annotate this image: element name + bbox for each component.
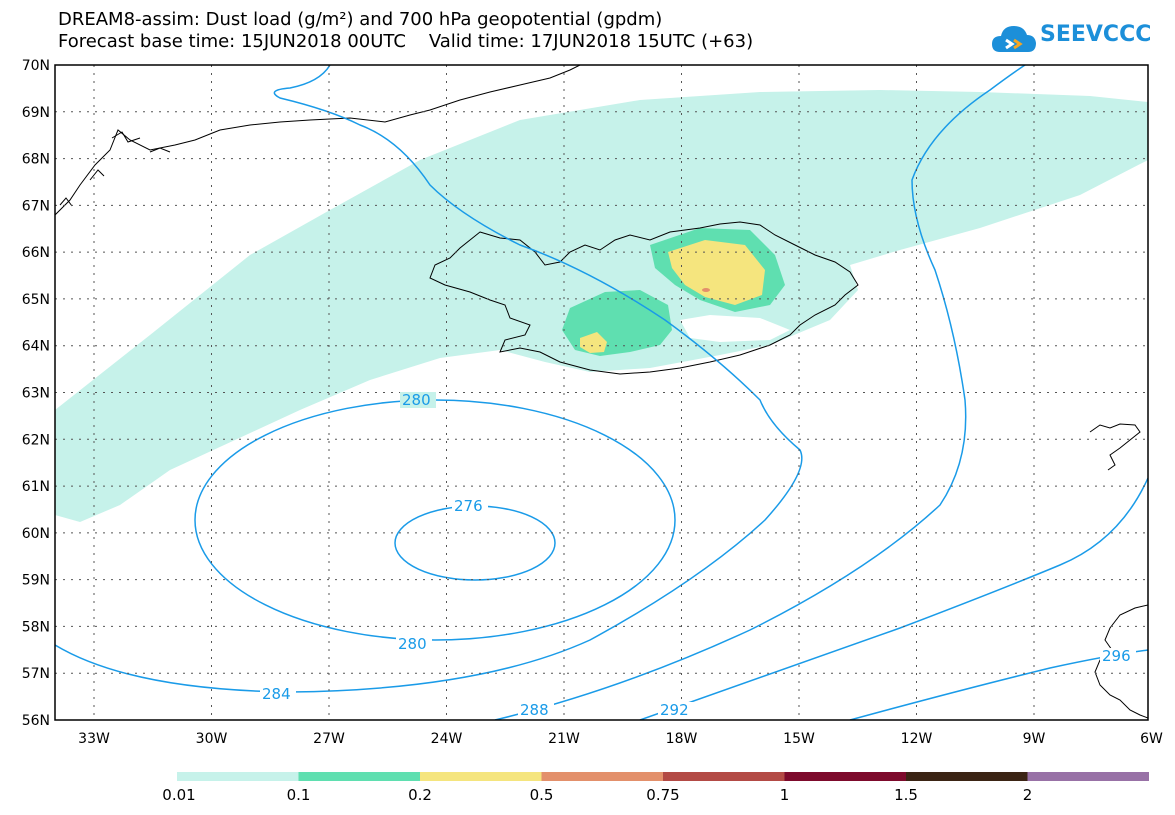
map-grid: [55, 65, 1148, 720]
lon-label: 15W: [783, 731, 815, 747]
contour-288: [494, 65, 1026, 720]
lat-label: 69N: [22, 105, 50, 121]
lon-label: 24W: [431, 731, 463, 747]
colorbar-label: 0.2: [408, 786, 432, 804]
colorbar-label: 0.75: [646, 786, 679, 804]
contour-label-292: 292: [660, 701, 689, 719]
dust-peak: [702, 288, 710, 292]
colorbar-swatch: [298, 772, 420, 781]
longitude-labels: 33W 30W 27W 24W 21W 18W 15W 12W 9W 6W: [78, 731, 1163, 747]
lat-label: 61N: [22, 479, 50, 495]
contour-labels: 280 276 280 284 288 292 296: [260, 391, 1136, 719]
lat-label: 70N: [22, 58, 50, 74]
contour-label-280-bottom: 280: [398, 635, 427, 653]
contour-280: [194, 399, 676, 641]
dust-plume-high-west: [580, 332, 607, 353]
colorbar-swatch: [420, 772, 542, 781]
lon-label: 33W: [78, 731, 110, 747]
lon-label: 9W: [1023, 731, 1046, 747]
map-layers: [55, 65, 1148, 720]
contour-276: [394, 505, 556, 581]
colorbar-swatch: [906, 772, 1028, 781]
lat-label: 62N: [22, 432, 50, 448]
colorbar-swatch: [541, 772, 663, 781]
colorbar-swatch: [784, 772, 906, 781]
colorbar-label: 1: [780, 786, 790, 804]
map-subtitle: Forecast base time: 15JUN2018 00UTC Vali…: [58, 31, 754, 52]
colorbar: 0.01 0.1 0.2 0.5 0.75 1 1.5 2: [162, 772, 1149, 804]
contour-292: [639, 477, 1148, 720]
colorbar-swatch: [177, 772, 299, 781]
lat-label: 60N: [22, 526, 50, 542]
iceland-coast: [429, 221, 859, 375]
lon-label: 27W: [313, 731, 345, 747]
colorbar-swatch: [1027, 772, 1149, 781]
map-frame: [54, 64, 1149, 721]
colorbar-label: 0.01: [162, 786, 195, 804]
dust-plume-high-east: [668, 240, 765, 305]
colorbar-label: 0.1: [287, 786, 311, 804]
colorbar-label: 1.5: [894, 786, 918, 804]
lat-label: 68N: [22, 152, 50, 168]
lon-label: 18W: [666, 731, 698, 747]
contour-label-276: 276: [454, 497, 483, 515]
map-title: DREAM8-assim: Dust load (g/m²) and 700 h…: [58, 9, 663, 30]
lat-label: 63N: [22, 386, 50, 402]
contour-label-280-top: 280: [402, 391, 431, 409]
faroe-islands: [1089, 423, 1141, 471]
lat-label: 57N: [22, 666, 50, 682]
contour-label-288: 288: [520, 701, 549, 719]
lat-label: 65N: [22, 292, 50, 308]
contour-284: [55, 65, 803, 693]
colorbar-label: 2: [1023, 786, 1033, 804]
scotland-coast: [1094, 604, 1148, 719]
lat-label: 58N: [22, 619, 50, 635]
lat-label: 56N: [22, 713, 50, 729]
latitude-labels: 70N 69N 68N 67N 66N 65N 64N 63N 62N 61N 60N 59N 58N 5…: [22, 58, 50, 729]
lon-label: 30W: [196, 731, 228, 747]
colorbar-swatch: [663, 772, 785, 781]
lon-label: 21W: [548, 731, 580, 747]
lat-label: 67N: [22, 198, 50, 214]
lat-label: 66N: [22, 245, 50, 261]
colorbar-label: 0.5: [530, 786, 554, 804]
logo-text: SEEVCCC: [1040, 22, 1152, 47]
dust-gap: [680, 315, 790, 342]
greenland-coast: [55, 65, 581, 216]
greenland-coast-detail: [59, 131, 171, 207]
lat-label: 59N: [22, 573, 50, 589]
lon-label: 12W: [901, 731, 933, 747]
lat-label: 64N: [22, 339, 50, 355]
contour-label-296: 296: [1102, 647, 1131, 665]
lon-label: 6W: [1140, 731, 1163, 747]
cloud-logo-icon: [992, 26, 1036, 52]
contour-label-284: 284: [262, 685, 291, 703]
